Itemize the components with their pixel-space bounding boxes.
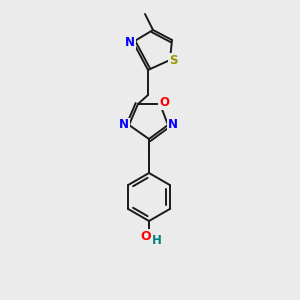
Text: S: S: [169, 53, 177, 67]
Text: O: O: [159, 97, 169, 110]
Text: N: N: [168, 118, 178, 131]
Text: O: O: [141, 230, 151, 242]
Text: N: N: [119, 118, 129, 131]
Text: N: N: [125, 35, 135, 49]
Text: H: H: [152, 233, 162, 247]
